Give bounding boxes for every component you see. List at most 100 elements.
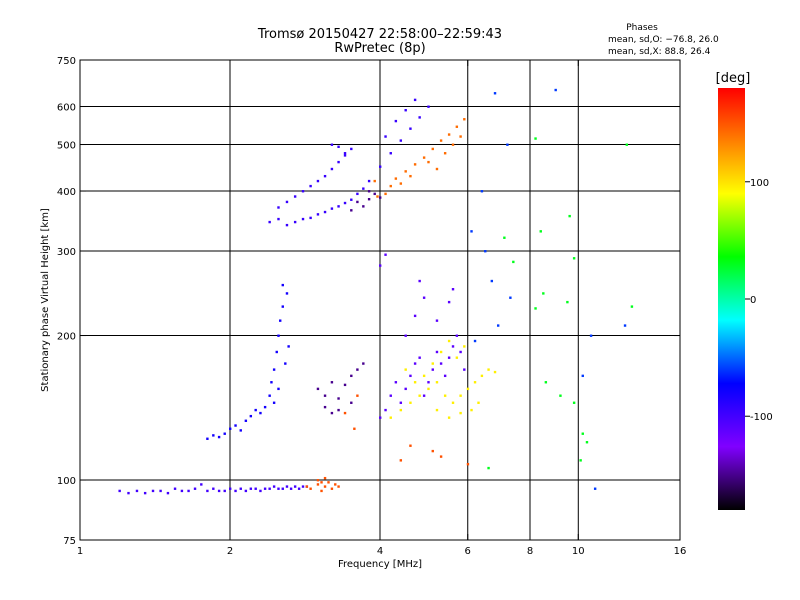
data-point-7-7 — [334, 483, 337, 486]
data-point-0-28 — [285, 485, 289, 488]
data-point-7-5 — [327, 481, 330, 484]
y-tick-label-3: 300 — [57, 247, 76, 258]
y-tick-label-7: 750 — [57, 56, 76, 67]
data-point-5-16 — [451, 345, 455, 348]
data-point-6-3 — [418, 394, 421, 397]
data-point-3-13 — [356, 368, 359, 371]
data-point-0-6 — [166, 491, 170, 495]
data-point-1-13 — [272, 401, 276, 404]
data-point-5-3 — [394, 381, 398, 384]
data-point-0-10 — [193, 487, 197, 490]
data-point-3-16 — [362, 362, 365, 365]
data-point-6-2 — [409, 401, 412, 404]
data-point-0-1 — [127, 491, 130, 495]
data-point-6-9 — [466, 387, 470, 391]
data-point-3-15 — [350, 401, 353, 404]
data-point-1-2 — [217, 435, 221, 439]
data-point-2-10 — [343, 201, 347, 205]
data-point-2-21 — [343, 154, 347, 157]
data-point-5-15 — [447, 356, 451, 359]
data-point-6-17 — [455, 356, 459, 359]
data-point-3-18 — [330, 411, 334, 415]
data-point-8-15 — [579, 459, 582, 462]
data-point-4-13 — [443, 152, 447, 155]
data-point-8-7 — [534, 307, 537, 310]
data-point-2-23 — [330, 143, 334, 146]
data-point-9-2 — [480, 190, 484, 193]
data-point-6-24 — [459, 411, 462, 415]
data-point-7-17 — [399, 459, 403, 462]
data-point-2-26 — [356, 192, 359, 196]
data-point-6-14 — [431, 362, 434, 365]
data-point-8-9 — [572, 257, 576, 260]
data-point-6-6 — [443, 394, 447, 397]
data-point-0-9 — [187, 489, 190, 493]
data-point-3-1 — [362, 205, 365, 208]
data-point-4-10 — [463, 118, 466, 121]
data-point-2-38 — [413, 98, 417, 102]
data-point-0-31 — [297, 487, 301, 490]
data-point-2-7 — [323, 210, 327, 214]
data-point-4-2 — [394, 177, 398, 180]
data-point-5-20 — [404, 334, 407, 337]
data-point-7-9 — [316, 479, 320, 482]
data-point-7-1 — [309, 487, 312, 490]
data-point-1-4 — [229, 427, 232, 430]
data-point-2-4 — [301, 217, 305, 221]
data-point-8-0 — [534, 137, 537, 140]
data-point-3-3 — [373, 192, 376, 196]
data-point-1-24 — [287, 345, 290, 348]
data-point-2-36 — [394, 119, 398, 123]
data-point-4-16 — [373, 179, 376, 183]
data-point-6-8 — [459, 394, 462, 397]
data-point-2-24 — [337, 145, 340, 149]
data-point-0-7 — [173, 487, 177, 490]
data-point-2-20 — [337, 160, 340, 164]
data-point-9-9 — [589, 334, 593, 337]
data-point-8-6 — [630, 305, 634, 308]
data-point-7-11 — [320, 481, 323, 484]
data-point-1-6 — [239, 429, 242, 432]
data-point-2-29 — [379, 165, 382, 168]
stats-line-o: mean, sd,O: −76.8, 26.0 — [608, 35, 719, 45]
data-point-2-31 — [399, 139, 403, 142]
data-point-7-2 — [316, 483, 320, 486]
data-point-0-23 — [263, 487, 267, 490]
data-point-7-0 — [305, 485, 309, 488]
data-point-0-5 — [159, 489, 162, 493]
data-point-2-8 — [330, 207, 334, 210]
data-point-0-22 — [259, 489, 262, 493]
data-point-7-14 — [353, 427, 356, 430]
data-point-5-2 — [389, 394, 392, 397]
data-point-3-17 — [323, 405, 327, 409]
data-point-4-5 — [422, 156, 426, 159]
y-tick-label-1: 100 — [57, 476, 76, 487]
data-point-7-8 — [337, 485, 340, 488]
data-point-5-10 — [427, 381, 430, 384]
data-point-5-19 — [463, 368, 466, 371]
data-point-1-7 — [244, 419, 248, 422]
data-point-1-21 — [285, 292, 289, 295]
data-point-6-5 — [435, 381, 439, 384]
y-tick-label-4: 400 — [57, 187, 76, 198]
data-point-2-17 — [316, 179, 320, 183]
data-point-2-27 — [362, 187, 365, 190]
data-point-8-4 — [542, 292, 545, 295]
y-axis-label: Stationary phase Virtual Height [km] — [40, 208, 51, 392]
data-point-4-18 — [435, 167, 439, 171]
data-point-8-3 — [568, 214, 571, 218]
grid-lines — [80, 60, 680, 540]
data-point-4-19 — [427, 160, 430, 164]
data-point-6-15 — [439, 350, 443, 354]
data-point-2-25 — [343, 152, 347, 155]
data-point-6-0 — [389, 416, 392, 419]
data-point-6-23 — [447, 416, 451, 419]
data-point-1-19 — [279, 319, 282, 322]
data-point-2-22 — [350, 147, 353, 151]
data-point-5-5 — [404, 387, 407, 391]
data-point-3-12 — [350, 374, 353, 378]
data-point-4-8 — [447, 133, 451, 136]
data-point-1-9 — [254, 408, 257, 412]
data-point-0-32 — [301, 485, 305, 488]
data-point-5-4 — [399, 401, 403, 404]
